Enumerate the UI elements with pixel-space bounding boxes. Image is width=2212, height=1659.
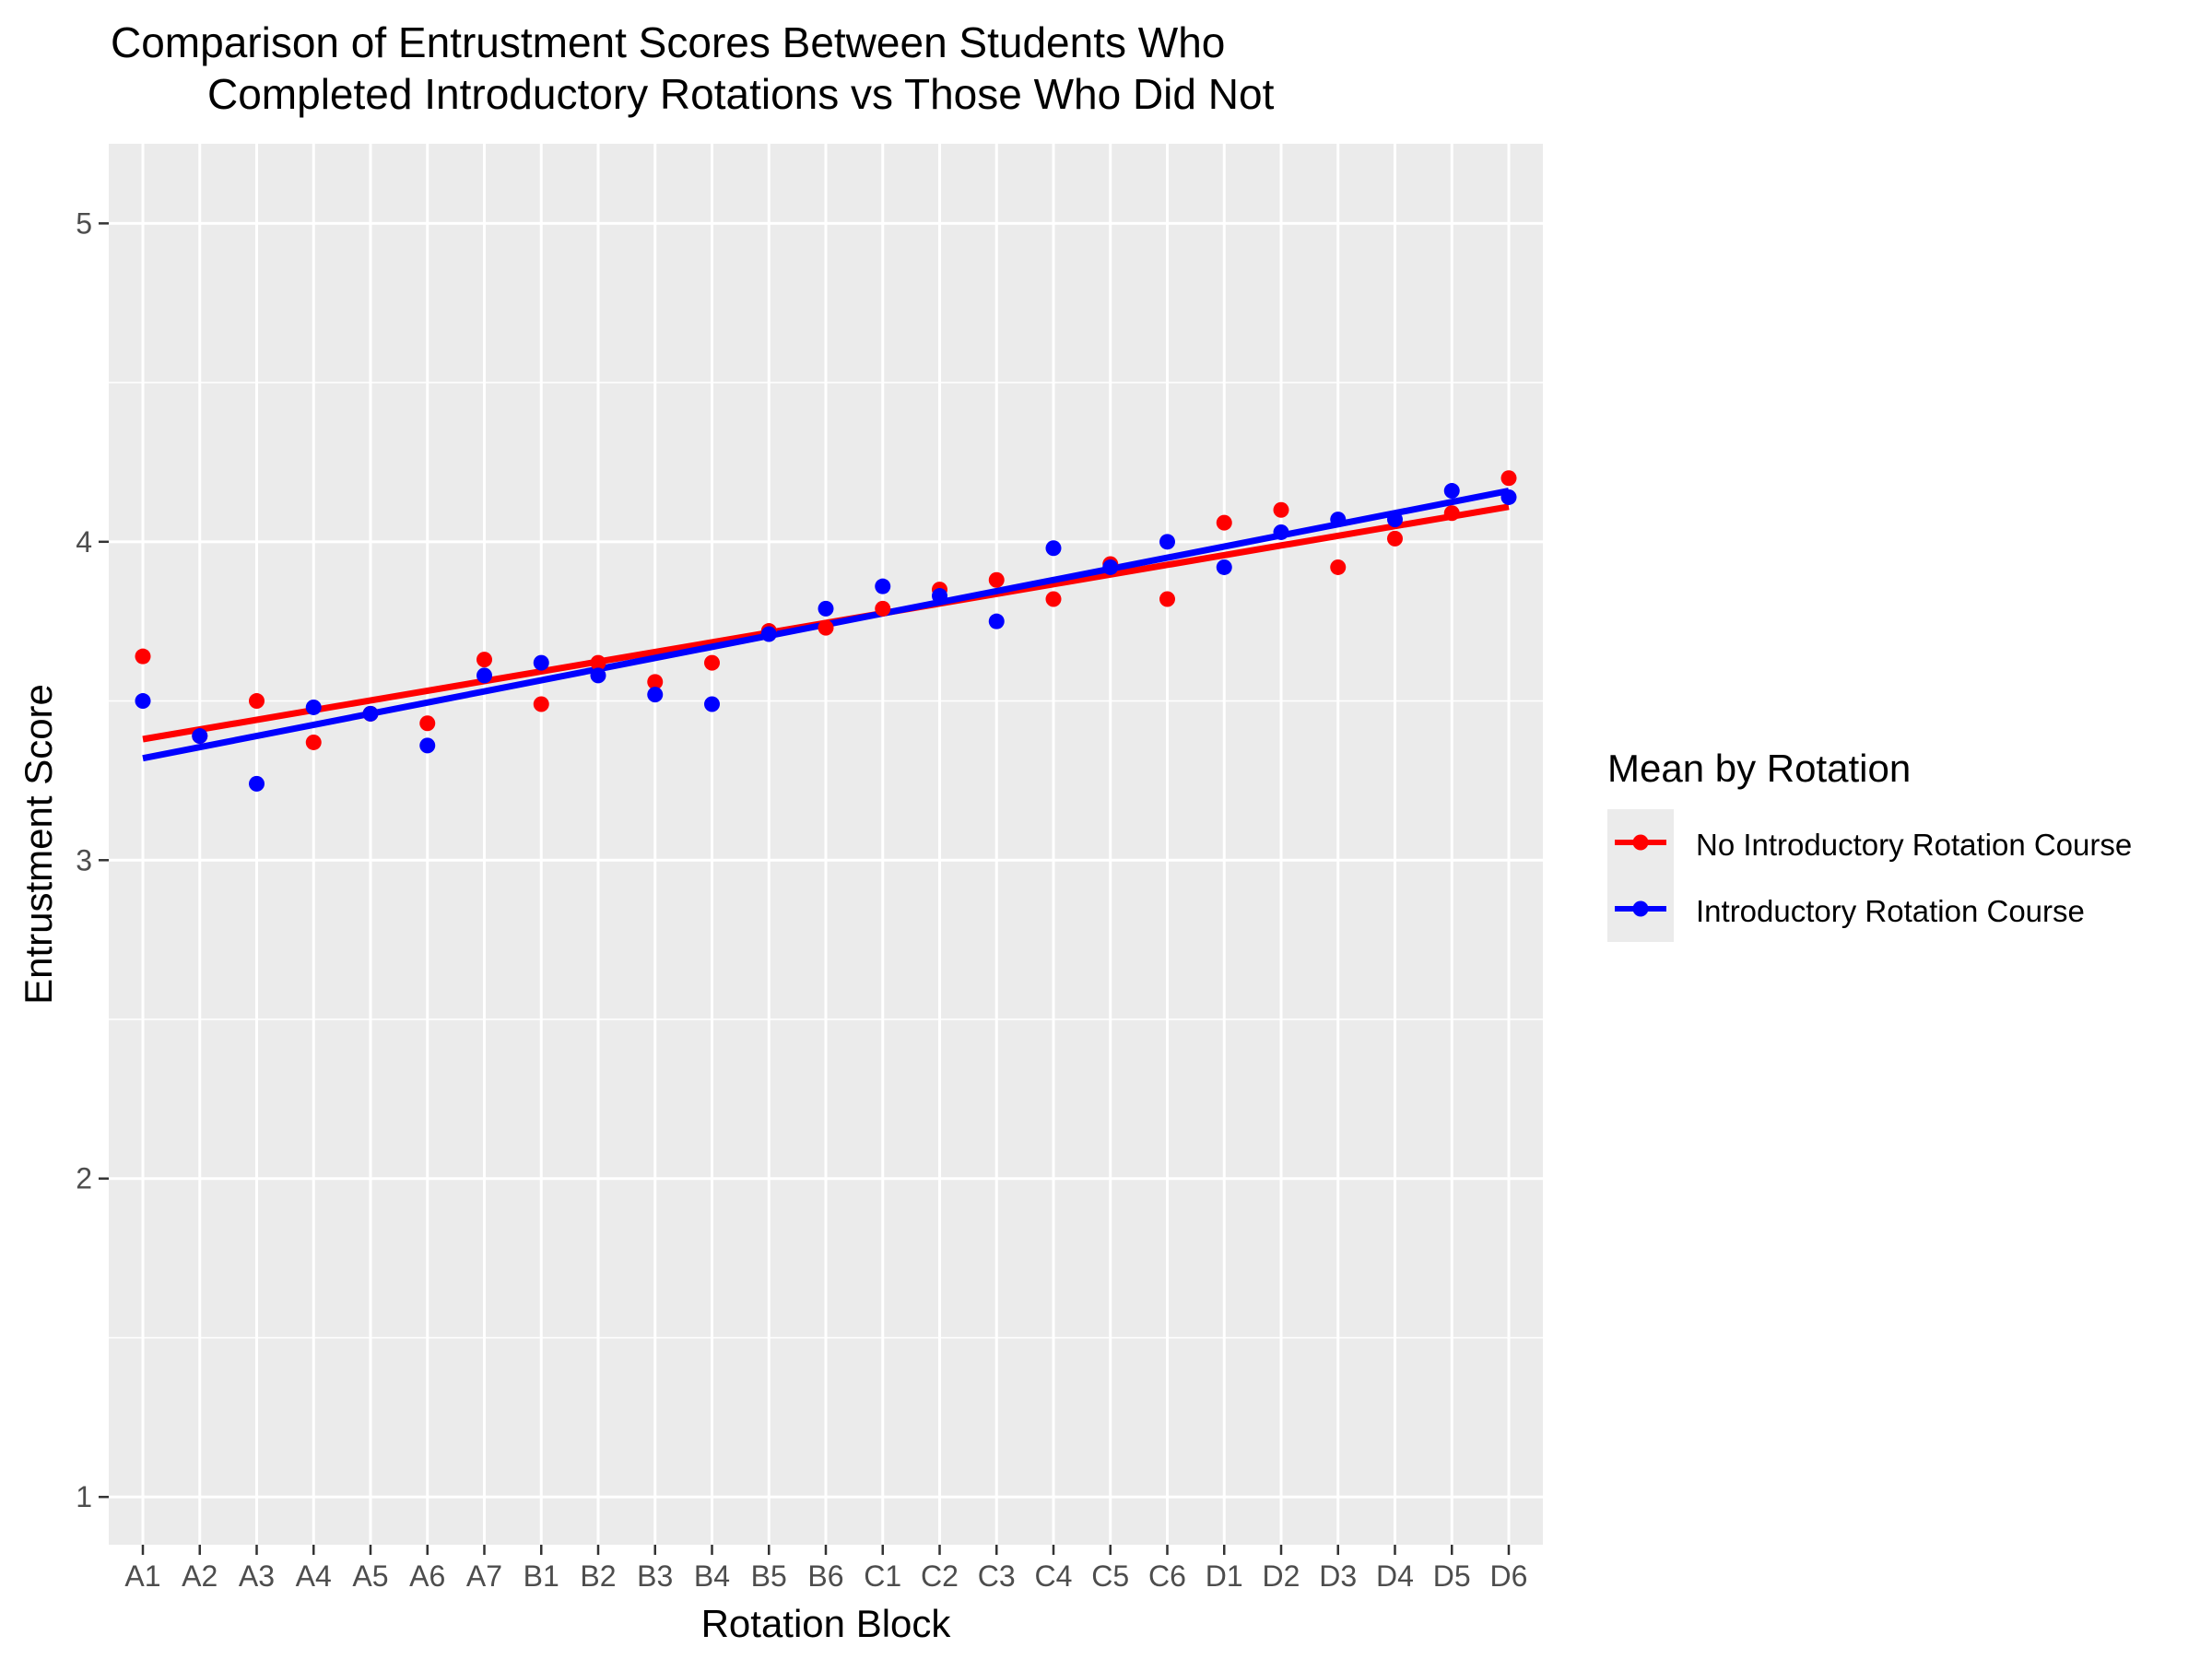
x-tick-label: C5 bbox=[1091, 1559, 1129, 1593]
data-point-series-1 bbox=[1216, 514, 1232, 531]
data-points bbox=[135, 470, 1517, 792]
data-point-series-1 bbox=[590, 654, 606, 671]
x-tick-label: D2 bbox=[1263, 1559, 1300, 1593]
data-point-series-1 bbox=[1273, 501, 1289, 518]
data-point-series-2 bbox=[704, 696, 720, 712]
x-tick-label: B5 bbox=[751, 1559, 787, 1593]
x-tick-label: D6 bbox=[1490, 1559, 1528, 1593]
data-point-series-2 bbox=[1216, 559, 1232, 575]
data-point-series-1 bbox=[1387, 530, 1403, 547]
data-point-series-2 bbox=[419, 737, 436, 754]
x-tick-label: A4 bbox=[296, 1559, 332, 1593]
data-point-series-2 bbox=[1330, 512, 1347, 528]
x-tick-label: B6 bbox=[807, 1559, 843, 1593]
x-tick-label: A5 bbox=[352, 1559, 388, 1593]
data-point-series-1 bbox=[419, 715, 436, 732]
data-point-series-1 bbox=[875, 600, 891, 617]
x-tick-label: C1 bbox=[864, 1559, 901, 1593]
data-point-series-1 bbox=[305, 734, 322, 750]
data-point-series-2 bbox=[1500, 488, 1517, 505]
data-point-series-2 bbox=[362, 705, 379, 722]
legend: Mean by Rotation No Introductory Rotatio… bbox=[1607, 747, 2132, 942]
data-point-series-2 bbox=[1273, 524, 1289, 540]
data-point-series-2 bbox=[988, 613, 1005, 629]
data-point-series-2 bbox=[932, 588, 947, 605]
x-tick-label: C6 bbox=[1148, 1559, 1186, 1593]
legend-key-point-series-1 bbox=[1632, 834, 1649, 851]
y-axis-title: Entrustment Score bbox=[17, 684, 60, 1005]
chart-title-line1: Comparison of Entrustment Scores Between… bbox=[111, 18, 1225, 66]
legend-label-no-intro: No Introductory Rotation Course bbox=[1696, 828, 2132, 862]
y-tick-label: 5 bbox=[76, 206, 92, 240]
data-point-series-1 bbox=[818, 619, 834, 636]
data-point-series-1 bbox=[249, 693, 265, 710]
x-tick-label: A7 bbox=[466, 1559, 502, 1593]
data-point-series-2 bbox=[590, 667, 606, 684]
data-point-series-2 bbox=[875, 578, 891, 594]
data-point-series-1 bbox=[1045, 591, 1062, 607]
x-tick-label: C4 bbox=[1035, 1559, 1073, 1593]
data-point-series-1 bbox=[704, 654, 720, 671]
data-point-series-2 bbox=[647, 687, 664, 703]
x-tick-label: C3 bbox=[978, 1559, 1016, 1593]
data-point-series-2 bbox=[1159, 534, 1175, 550]
data-point-series-2 bbox=[818, 600, 834, 617]
data-point-series-2 bbox=[533, 654, 549, 671]
x-tick-label: D5 bbox=[1433, 1559, 1471, 1593]
y-axis: 1 2 3 4 5 bbox=[76, 206, 109, 1513]
data-point-series-1 bbox=[1500, 470, 1517, 487]
legend-key-background bbox=[1607, 809, 1674, 942]
data-point-series-2 bbox=[1102, 559, 1119, 575]
x-tick-label: D1 bbox=[1206, 1559, 1243, 1593]
data-point-series-1 bbox=[647, 674, 664, 690]
x-axis: A1 A2 A3 A4 A5 A6 A7 B1 B2 B3 B4 B5 B6 C1 C2 C3 C4 C5 C6 D1… bbox=[124, 1545, 1527, 1593]
y-tick-label: 1 bbox=[76, 1480, 92, 1513]
x-tick-label: A1 bbox=[124, 1559, 160, 1593]
data-point-series-1 bbox=[477, 652, 492, 668]
data-point-series-1 bbox=[533, 696, 549, 712]
data-point-series-1 bbox=[988, 571, 1005, 588]
legend-key-point-series-2 bbox=[1632, 900, 1649, 917]
grid-lines bbox=[109, 144, 1543, 1545]
data-point-series-1 bbox=[1159, 591, 1175, 607]
x-tick-label: A2 bbox=[182, 1559, 218, 1593]
x-tick-label: B3 bbox=[637, 1559, 673, 1593]
data-point-series-2 bbox=[305, 699, 322, 715]
data-point-series-1 bbox=[1443, 505, 1460, 522]
y-tick-label: 4 bbox=[76, 525, 92, 559]
legend-title: Mean by Rotation bbox=[1607, 747, 1911, 790]
data-point-series-1 bbox=[1330, 559, 1347, 575]
data-point-series-2 bbox=[1443, 483, 1460, 500]
x-tick-label: B4 bbox=[694, 1559, 730, 1593]
x-tick-label: A3 bbox=[239, 1559, 275, 1593]
data-point-series-2 bbox=[135, 693, 151, 710]
x-tick-label: C2 bbox=[921, 1559, 959, 1593]
data-point-series-2 bbox=[192, 728, 208, 745]
x-tick-label: B2 bbox=[580, 1559, 616, 1593]
data-point-series-1 bbox=[135, 648, 151, 665]
data-point-series-2 bbox=[249, 775, 265, 792]
x-axis-title: Rotation Block bbox=[701, 1602, 952, 1645]
data-point-series-2 bbox=[1387, 512, 1403, 528]
data-point-series-2 bbox=[477, 667, 492, 684]
x-tick-label: A6 bbox=[409, 1559, 445, 1593]
chart-title-line2: Completed Introductory Rotations vs Thos… bbox=[207, 70, 1275, 118]
x-tick-label: D3 bbox=[1319, 1559, 1357, 1593]
data-point-series-2 bbox=[1045, 540, 1062, 557]
x-tick-label: B1 bbox=[524, 1559, 559, 1593]
x-tick-label: D4 bbox=[1376, 1559, 1414, 1593]
data-point-series-2 bbox=[760, 626, 777, 642]
y-tick-label: 2 bbox=[76, 1162, 92, 1195]
legend-label-intro: Introductory Rotation Course bbox=[1696, 894, 2085, 928]
y-tick-label: 3 bbox=[76, 843, 92, 877]
